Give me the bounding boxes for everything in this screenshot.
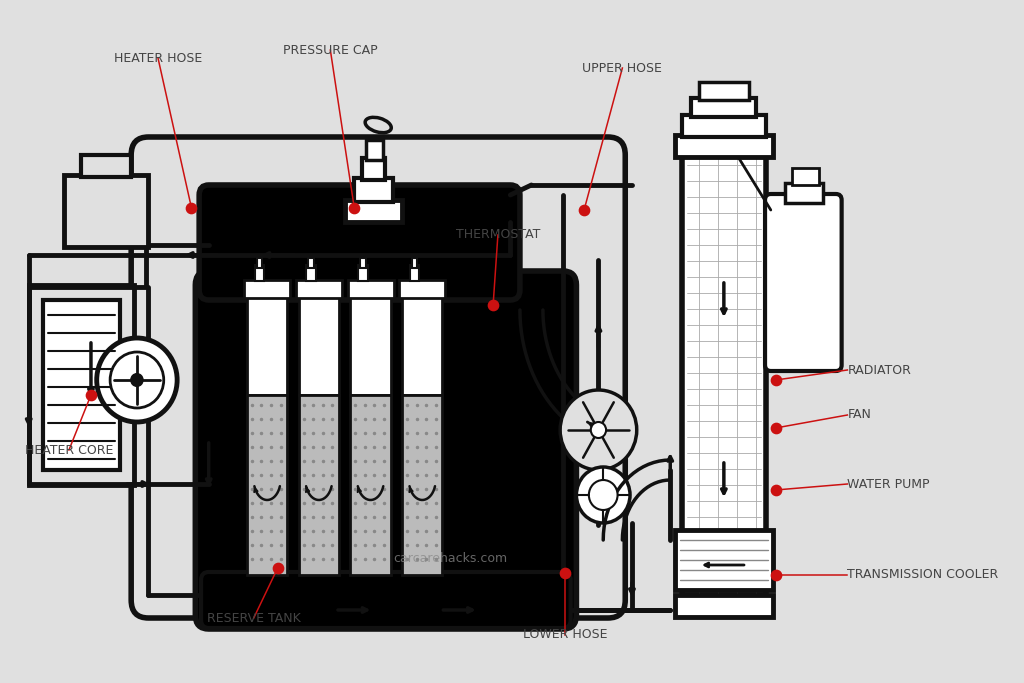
Bar: [366, 140, 383, 160]
Bar: [358, 265, 368, 281]
Bar: [299, 295, 339, 395]
Bar: [255, 265, 264, 281]
Bar: [306, 265, 316, 281]
Bar: [345, 200, 402, 222]
Bar: [402, 295, 442, 395]
Point: [557, 568, 573, 579]
Bar: [296, 280, 342, 298]
FancyBboxPatch shape: [196, 271, 577, 629]
Bar: [675, 595, 773, 617]
Point: [767, 374, 783, 385]
Text: UPPER HOSE: UPPER HOSE: [583, 61, 663, 74]
Circle shape: [111, 352, 164, 408]
Bar: [682, 115, 766, 137]
Bar: [360, 258, 366, 268]
Bar: [347, 280, 393, 298]
Point: [269, 563, 286, 574]
Circle shape: [131, 374, 142, 386]
Bar: [354, 178, 392, 202]
Circle shape: [591, 422, 606, 438]
Bar: [785, 183, 823, 203]
Circle shape: [577, 467, 630, 523]
Bar: [247, 395, 288, 575]
Circle shape: [96, 338, 177, 422]
Bar: [29, 285, 134, 485]
FancyBboxPatch shape: [131, 137, 626, 618]
Point: [83, 389, 99, 400]
Text: THERMOSTAT: THERMOSTAT: [456, 229, 540, 242]
Bar: [410, 265, 420, 281]
Bar: [682, 155, 766, 595]
Text: HEATER CORE: HEATER CORE: [25, 443, 113, 456]
Bar: [399, 280, 445, 298]
Text: LOWER HOSE: LOWER HOSE: [522, 628, 607, 641]
Bar: [43, 300, 120, 470]
Text: RADIATOR: RADIATOR: [848, 363, 911, 376]
Bar: [691, 98, 757, 117]
Bar: [699, 82, 749, 100]
Bar: [244, 280, 290, 298]
Text: PRESSURE CAP: PRESSURE CAP: [283, 44, 378, 57]
Text: WATER PUMP: WATER PUMP: [848, 477, 930, 490]
Point: [485, 300, 502, 311]
Text: HEATER HOSE: HEATER HOSE: [114, 51, 202, 64]
Bar: [65, 175, 148, 247]
Text: carcarehacks.com: carcarehacks.com: [393, 551, 507, 565]
Bar: [402, 395, 442, 575]
Point: [767, 423, 783, 434]
Bar: [792, 168, 818, 185]
Bar: [299, 395, 339, 575]
Point: [346, 203, 362, 214]
Circle shape: [589, 480, 617, 510]
Bar: [361, 158, 385, 180]
Bar: [675, 135, 773, 157]
FancyBboxPatch shape: [199, 185, 520, 300]
Point: [575, 204, 592, 215]
Point: [767, 484, 783, 495]
Text: TRANSMISSION COOLER: TRANSMISSION COOLER: [848, 568, 998, 581]
Bar: [350, 295, 391, 395]
Circle shape: [560, 390, 637, 470]
Bar: [675, 530, 773, 590]
Bar: [308, 258, 314, 268]
Bar: [412, 258, 418, 268]
Point: [767, 570, 783, 581]
Point: [183, 203, 200, 214]
Text: RESERVE TANK: RESERVE TANK: [207, 611, 301, 624]
FancyBboxPatch shape: [765, 194, 842, 371]
Bar: [257, 258, 262, 268]
Bar: [247, 295, 288, 395]
Bar: [350, 395, 391, 575]
FancyBboxPatch shape: [201, 572, 570, 628]
Text: FAN: FAN: [848, 408, 871, 421]
Bar: [81, 155, 131, 177]
